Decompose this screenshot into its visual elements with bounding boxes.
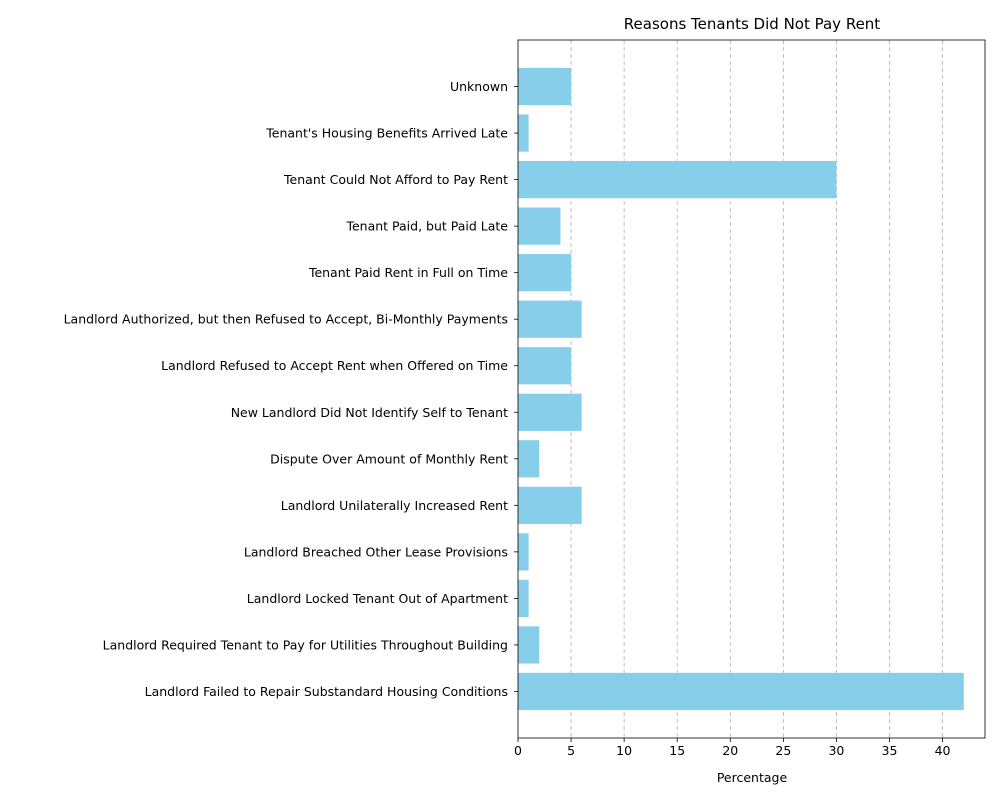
plot-frame — [517, 39, 986, 739]
x-tick-label: 20 — [722, 743, 738, 758]
bar — [518, 579, 529, 618]
x-tick-label: 10 — [616, 743, 632, 758]
x-tick-label: 35 — [882, 743, 898, 758]
y-category-label: New Landlord Did Not Identify Self to Te… — [231, 405, 508, 420]
x-axis-label: Percentage — [717, 770, 788, 785]
bar — [518, 254, 572, 292]
bar — [518, 300, 582, 338]
y-category-label: Landlord Required Tenant to Pay for Util… — [103, 637, 508, 652]
bar — [518, 440, 540, 478]
bars-layer — [518, 67, 964, 711]
x-tick-label: 40 — [935, 743, 951, 758]
labels-layer: 0 5 10 15 20 25 30 35 40 Landlord Failed to Repai… — [64, 79, 951, 758]
y-category-label: Landlord Unilaterally Increased Rent — [281, 498, 508, 513]
y-category-label: Dispute Over Amount of Monthly Rent — [270, 451, 508, 466]
y-category-label: Landlord Refused to Accept Rent when Off… — [161, 358, 508, 373]
bar — [518, 486, 582, 524]
x-tick-label: 15 — [669, 743, 685, 758]
x-tick-label: 25 — [775, 743, 791, 758]
bar — [518, 207, 561, 245]
y-category-label: Landlord Breached Other Lease Provisions — [244, 544, 508, 559]
axes-layer — [514, 39, 986, 742]
bar — [518, 672, 964, 711]
bar — [518, 67, 572, 106]
y-category-label: Tenant Paid Rent in Full on Time — [308, 265, 508, 280]
y-category-label: Landlord Authorized, but then Refused to… — [64, 312, 508, 327]
y-category-label: Tenant Could Not Afford to Pay Rent — [283, 172, 508, 187]
x-tick-label: 30 — [828, 743, 844, 758]
bar — [518, 160, 837, 199]
grid-layer — [570, 40, 943, 738]
bar — [518, 347, 572, 385]
y-category-label: Tenant's Housing Benefits Arrived Late — [265, 126, 508, 141]
x-tick-label: 0 — [514, 743, 522, 758]
x-tick-label: 5 — [567, 743, 575, 758]
bar — [518, 533, 529, 571]
y-category-label: Landlord Locked Tenant Out of Apartment — [247, 591, 508, 606]
chart-title: Reasons Tenants Did Not Pay Rent — [624, 15, 881, 33]
bar — [518, 626, 540, 664]
y-category-label: Unknown — [450, 79, 508, 94]
y-category-label: Landlord Failed to Repair Substandard Ho… — [145, 684, 508, 699]
bar — [518, 114, 529, 152]
y-category-label: Tenant Paid, but Paid Late — [345, 219, 508, 234]
bar — [518, 393, 582, 431]
